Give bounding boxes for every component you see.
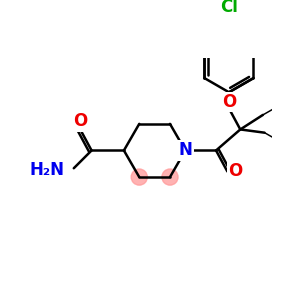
Circle shape <box>162 169 178 185</box>
Text: O: O <box>228 163 243 181</box>
Text: H₂N: H₂N <box>29 161 64 179</box>
Text: Cl: Cl <box>220 0 238 16</box>
Circle shape <box>131 169 147 185</box>
Text: N: N <box>178 142 192 160</box>
Text: O: O <box>73 112 87 130</box>
Text: O: O <box>222 93 236 111</box>
